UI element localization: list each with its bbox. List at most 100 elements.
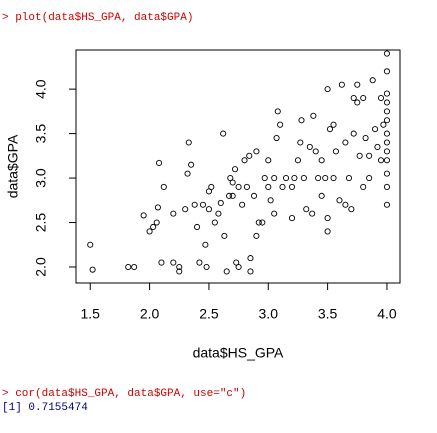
point: [332, 148, 339, 155]
point: [194, 223, 201, 231]
point: [336, 197, 343, 204]
point: [255, 219, 262, 226]
point: [366, 152, 373, 159]
x-tick-label: 1.5: [81, 306, 101, 322]
point: [176, 268, 183, 275]
point: [330, 121, 337, 128]
point: [185, 139, 192, 146]
plot-frame: [75, 49, 401, 284]
point: [223, 268, 230, 275]
point: [383, 157, 390, 164]
point: [265, 183, 272, 191]
point: [377, 94, 385, 102]
point: [215, 210, 222, 217]
point: [170, 210, 177, 217]
point: [247, 268, 254, 275]
point: [383, 148, 390, 155]
point: [324, 228, 331, 235]
point: [369, 77, 376, 84]
point: [294, 157, 301, 164]
point: [146, 228, 153, 235]
point: [231, 166, 239, 173]
y-tick-label: 4.0: [33, 79, 49, 99]
point: [288, 183, 296, 191]
point: [259, 219, 266, 226]
point: [362, 134, 369, 142]
point: [383, 108, 390, 115]
point: [374, 143, 381, 150]
point: [350, 130, 357, 137]
point: [208, 183, 215, 191]
point: [279, 183, 286, 191]
point: [356, 152, 363, 159]
point: [271, 175, 278, 182]
point: [342, 201, 349, 208]
x-tick-label: 2.5: [199, 306, 219, 322]
point: [383, 130, 390, 137]
y-tick-label: 2.0: [33, 257, 49, 277]
point: [288, 215, 296, 222]
point: [150, 223, 157, 231]
point: [125, 263, 132, 271]
point: [239, 201, 246, 208]
y-tick-label: 3.0: [33, 168, 49, 188]
point: [360, 94, 367, 102]
point: [322, 175, 329, 182]
point: [265, 157, 272, 164]
point: [253, 148, 260, 155]
point: [380, 121, 387, 128]
point: [158, 259, 165, 266]
point: [203, 263, 210, 271]
point: [199, 201, 207, 208]
point: [170, 259, 177, 266]
point: [153, 219, 160, 226]
point: [372, 126, 379, 133]
point: [318, 157, 325, 164]
point: [383, 117, 390, 124]
point: [274, 108, 281, 115]
point: [182, 206, 189, 213]
point: [261, 175, 268, 182]
x-tick-label: 2.0: [140, 306, 160, 322]
point: [326, 126, 334, 133]
point: [250, 192, 258, 199]
point: [246, 152, 253, 159]
point: [350, 94, 357, 102]
point: [303, 206, 310, 213]
point: [202, 241, 209, 248]
point: [383, 68, 390, 75]
y-tick-label: 3.5: [33, 124, 49, 144]
point: [87, 241, 94, 248]
y-axis-label: data$GPA: [5, 134, 21, 198]
point: [160, 183, 167, 191]
point: [342, 139, 349, 146]
point: [226, 192, 233, 199]
point: [267, 197, 274, 204]
point: [309, 210, 316, 217]
x-tick-label: 3.0: [259, 306, 279, 322]
point: [271, 210, 278, 217]
point: [345, 175, 353, 182]
point: [383, 50, 390, 57]
point: [310, 112, 317, 119]
point: [140, 212, 147, 219]
point: [383, 201, 390, 208]
point: [348, 206, 355, 213]
point: [221, 232, 228, 239]
point: [291, 175, 298, 182]
point: [312, 148, 319, 155]
point: [253, 232, 260, 239]
point: [235, 183, 242, 191]
x-tick-label: 4.0: [377, 306, 397, 322]
point: [241, 157, 248, 164]
point: [366, 175, 373, 182]
point: [277, 121, 284, 128]
point: [383, 99, 390, 106]
point: [383, 170, 390, 177]
x-axis-label: data$HS_GPA: [193, 345, 284, 361]
point: [217, 199, 224, 207]
y-tick-label: 2.5: [33, 213, 49, 233]
point: [205, 206, 212, 213]
point: [154, 204, 161, 211]
point: [247, 255, 254, 262]
